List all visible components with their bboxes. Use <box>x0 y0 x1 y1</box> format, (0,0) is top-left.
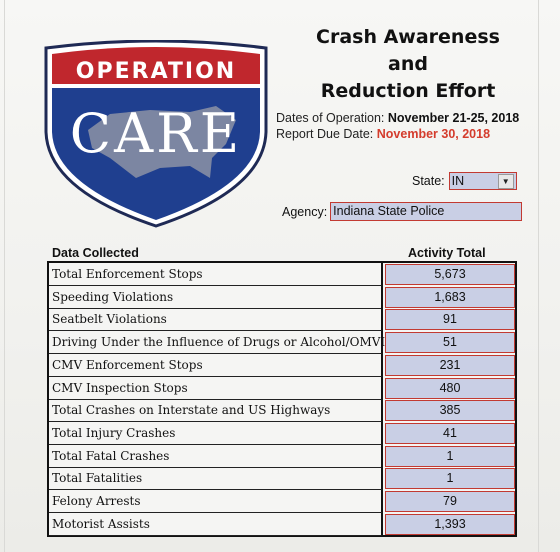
table-row: Speeding Violations 1,683 <box>49 285 515 309</box>
table-row: Total Fatalities 1 <box>49 467 515 491</box>
table-row: CMV Inspection Stops 480 <box>49 376 515 400</box>
row-value-field[interactable]: 5,673 <box>385 264 515 285</box>
table-row: Seatbelt Violations 91 <box>49 308 515 332</box>
row-label: CMV Enforcement Stops <box>49 353 383 377</box>
row-label: Total Injury Crashes <box>49 421 383 445</box>
state-row: State: IN ▼ <box>412 172 517 190</box>
operation-dates-value: November 21-25, 2018 <box>387 111 520 125</box>
row-value-field[interactable]: 385 <box>385 400 515 422</box>
column-header-activity-total: Activity Total <box>408 246 486 260</box>
row-value-field[interactable]: 91 <box>385 309 515 331</box>
table-row: Total Crashes on Interstate and US Highw… <box>49 399 515 423</box>
due-date-label: Report Due Date: <box>276 127 374 141</box>
logo-operation-text: OPERATION <box>76 59 236 84</box>
row-label: Total Fatal Crashes <box>49 444 383 468</box>
page-title: Crash Awareness and Reduction Effort <box>296 24 520 105</box>
agency-field[interactable]: Indiana State Police <box>330 202 523 221</box>
table-row: Motorist Assists 1,393 <box>49 512 515 536</box>
row-label: CMV Inspection Stops <box>49 376 383 400</box>
gridline <box>4 0 5 552</box>
operation-dates-label: Dates of Operation: <box>276 111 385 125</box>
table-row: CMV Enforcement Stops 231 <box>49 353 515 377</box>
due-date-value: November 30, 2018 <box>376 127 491 141</box>
row-label: Total Enforcement Stops <box>49 263 383 286</box>
row-value-field[interactable]: 1,683 <box>385 286 515 308</box>
row-value-field[interactable]: 1 <box>385 468 515 490</box>
table-row: Total Enforcement Stops 5,673 <box>49 263 515 286</box>
agency-row: Agency: Indiana State Police <box>282 202 523 221</box>
row-value-field[interactable]: 1,393 <box>385 513 515 535</box>
table-row: Driving Under the Influence of Drugs or … <box>49 331 515 355</box>
chevron-down-icon[interactable]: ▼ <box>497 174 514 189</box>
row-value-field[interactable]: 231 <box>385 354 515 376</box>
row-label: Total Fatalities <box>49 467 383 491</box>
row-label: Motorist Assists <box>49 512 383 536</box>
row-value-field[interactable]: 41 <box>385 422 515 444</box>
agency-label: Agency: <box>282 204 328 219</box>
title-line-3: Reduction Effort <box>320 80 496 102</box>
row-label: Driving Under the Influence of Drugs or … <box>49 331 385 355</box>
row-label: Total Crashes on Interstate and US Highw… <box>49 399 383 423</box>
shield-logo-graphic: OPERATION CARE <box>44 40 268 228</box>
column-header-data-collected: Data Collected <box>52 246 139 260</box>
table-row: Total Fatal Crashes 1 <box>49 444 515 468</box>
dates-block: Dates of Operation: November 21-25, 2018… <box>276 110 519 142</box>
row-label: Speeding Violations <box>49 285 383 309</box>
state-dropdown[interactable]: IN ▼ <box>448 172 517 190</box>
title-line-2: and <box>388 53 428 75</box>
table-row: Total Injury Crashes 41 <box>49 421 515 445</box>
row-value-field[interactable]: 480 <box>385 377 515 399</box>
logo-care-text: CARE <box>70 102 242 165</box>
title-line-1: Crash Awareness <box>316 26 500 48</box>
table-row: Felony Arrests 79 <box>49 490 515 513</box>
operation-care-logo: OPERATION CARE <box>40 40 272 230</box>
gridline <box>538 0 539 552</box>
row-label: Felony Arrests <box>49 490 383 513</box>
row-label: Seatbelt Violations <box>49 308 383 332</box>
state-label: State: <box>412 174 445 188</box>
row-value-field[interactable]: 79 <box>385 491 515 512</box>
row-value-field[interactable]: 51 <box>385 332 515 354</box>
row-value-field[interactable]: 1 <box>385 445 515 467</box>
state-value: IN <box>451 174 465 188</box>
activity-table: Total Enforcement Stops 5,673 Speeding V… <box>47 261 517 537</box>
